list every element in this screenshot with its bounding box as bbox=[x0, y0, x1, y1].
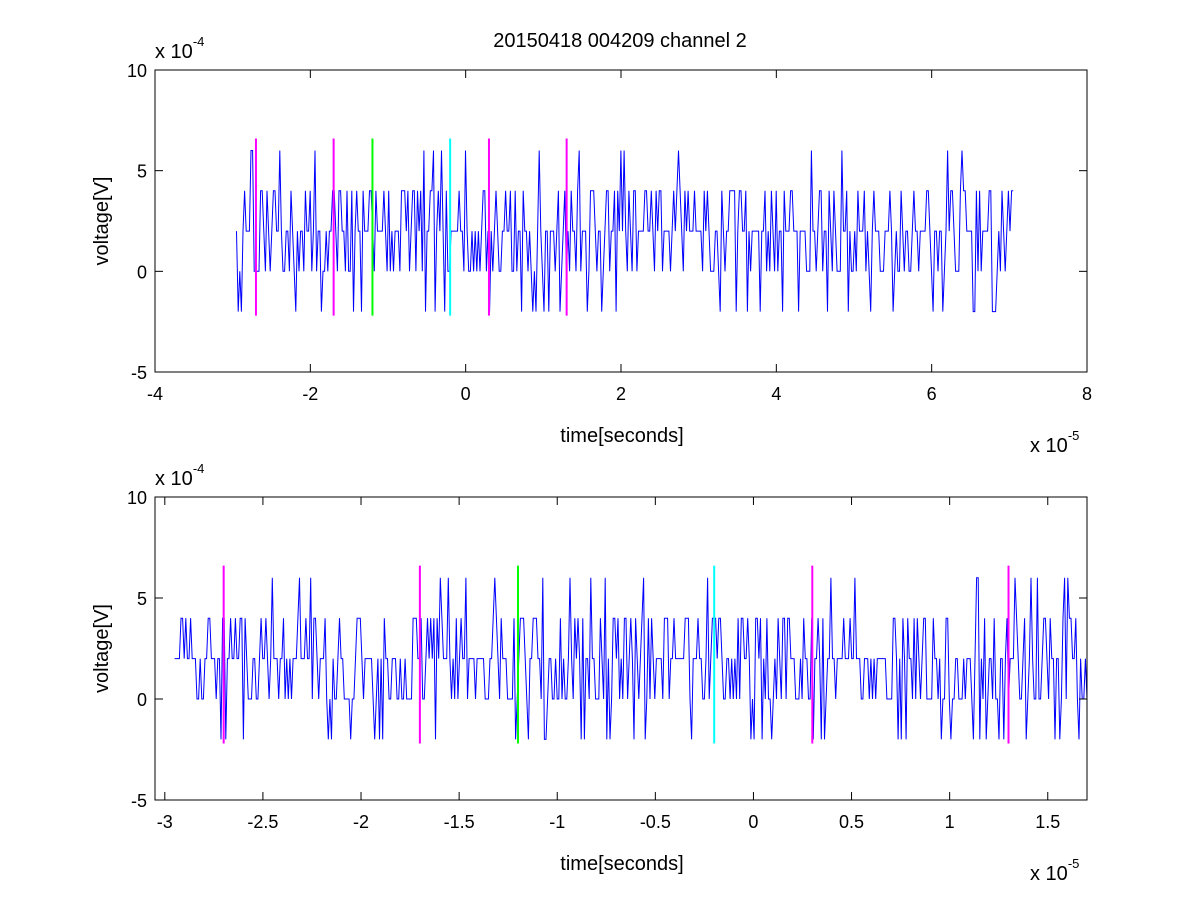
signal-trace bbox=[236, 150, 1014, 313]
y-multiplier: x 10-4 bbox=[155, 34, 204, 63]
x-tick-label: 1.5 bbox=[1035, 812, 1060, 832]
y-tick-label: 0 bbox=[137, 262, 147, 282]
y-axis-label: voltage[V] bbox=[91, 604, 113, 693]
x-tick-label: -1 bbox=[549, 812, 565, 832]
x-axis-label: time[seconds] bbox=[560, 425, 683, 447]
y-tick-label: 5 bbox=[137, 589, 147, 609]
x-tick-label: 8 bbox=[1082, 384, 1092, 404]
x-tick-label: 0.5 bbox=[839, 812, 864, 832]
x-tick-label: 0 bbox=[748, 812, 758, 832]
x-tick-label: 1 bbox=[945, 812, 955, 832]
y-axis-label: voltage[V] bbox=[91, 177, 113, 266]
bottom-subplot: -3 -2.5 -2 -1.5 -1 -0.5 0 0.5 1 1.5 -5 0 5 10 time[sec… bbox=[91, 461, 1088, 885]
x-tick-label: -4 bbox=[147, 384, 163, 404]
y-tick-label: 0 bbox=[137, 690, 147, 710]
x-multiplier: x 10-5 bbox=[1030, 428, 1079, 457]
y-multiplier: x 10-4 bbox=[155, 461, 204, 490]
x-axis-label: time[seconds] bbox=[560, 853, 683, 875]
axes-box bbox=[154, 69, 1088, 373]
x-tick-label: 2 bbox=[616, 384, 626, 404]
figure-title: 20150418 004209 channel 2 bbox=[493, 30, 747, 52]
y-tick-label: 5 bbox=[137, 162, 147, 182]
signal-trace bbox=[174, 577, 1088, 740]
x-tick-label: 4 bbox=[771, 384, 781, 404]
x-tick-label: -2 bbox=[353, 812, 369, 832]
y-tick-label: 10 bbox=[127, 61, 147, 81]
y-tick-label: -5 bbox=[131, 791, 147, 811]
x-tick-label: -1.5 bbox=[444, 812, 475, 832]
x-tick-label: -0.5 bbox=[640, 812, 671, 832]
x-tick-label: -2 bbox=[302, 384, 318, 404]
x-multiplier: x 10-5 bbox=[1030, 856, 1079, 885]
axes-box bbox=[154, 496, 1088, 801]
top-subplot: -4 -2 0 2 4 6 8 -5 0 5 10 time[seconds] voltage[V] x … bbox=[91, 34, 1092, 457]
x-tick-label: 0 bbox=[461, 384, 471, 404]
x-tick-label: 6 bbox=[927, 384, 937, 404]
x-tick-label: -2.5 bbox=[247, 812, 278, 832]
x-tick-label: -3 bbox=[157, 812, 173, 832]
y-tick-label: -5 bbox=[131, 363, 147, 383]
y-tick-label: 10 bbox=[127, 488, 147, 508]
